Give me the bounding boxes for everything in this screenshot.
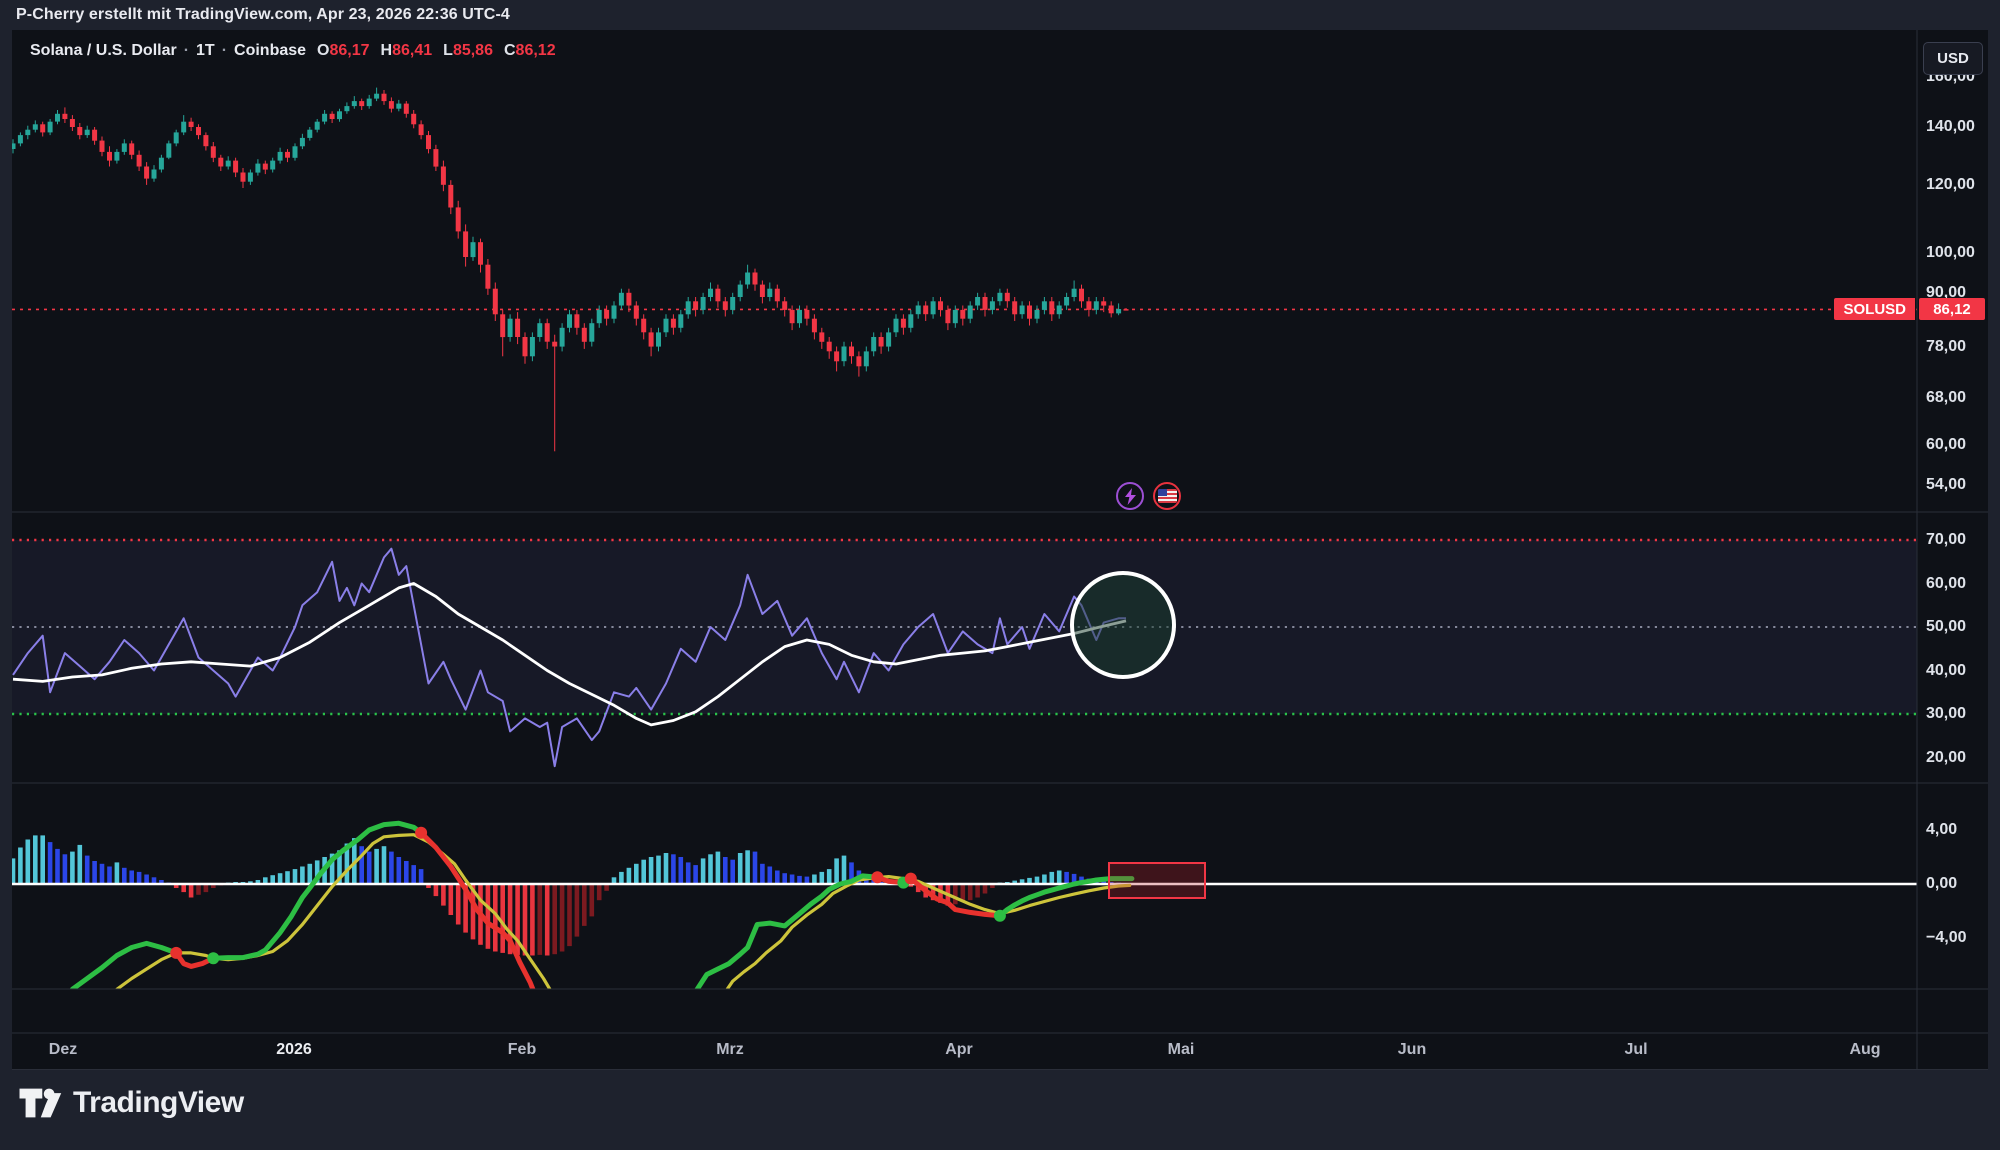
event-lightning-icon[interactable]: [1116, 482, 1144, 510]
price-axis-label: 54,00: [1926, 475, 1967, 493]
price-axis-label: 60,00: [1926, 435, 1967, 453]
price-axis-label: 78,00: [1926, 337, 1967, 355]
time-axis[interactable]: Dez 2026 Feb Mrz Apr Mai Jun Jul Aug: [12, 1033, 1917, 1069]
time-axis-month-label: Mai: [1167, 1041, 1195, 1058]
time-axis-month-label: Feb: [507, 1041, 537, 1058]
rsi-axis-label: 50,00: [1926, 618, 1967, 635]
chart-canvas[interactable]: [12, 30, 1988, 1069]
symbol-price-tag: SOLUSD: [1834, 298, 1915, 320]
annotation-circle[interactable]: [1070, 571, 1176, 679]
legend-separator: ·: [221, 42, 228, 59]
event-us-flag-icon[interactable]: [1153, 482, 1181, 510]
macd-axis-label: 4,00: [1926, 821, 1958, 838]
rsi-axis-label: 70,00: [1926, 531, 1967, 548]
ohlc-close: C86,12: [503, 42, 556, 59]
price-axis-label: 100,00: [1926, 244, 1975, 262]
time-axis-month-label: Dez: [48, 1041, 78, 1058]
ohlc-high: H86,41: [380, 42, 433, 59]
price-axis-label: 120,00: [1926, 175, 1975, 193]
rsi-axis-label: 40,00: [1926, 661, 1967, 679]
annotation-rectangle[interactable]: [1108, 862, 1206, 899]
currency-toggle-button[interactable]: USD: [1923, 42, 1983, 75]
rsi-axis-label: 60,00: [1926, 574, 1967, 592]
legend-separator: ·: [183, 42, 190, 59]
tradingview-logo-icon: [19, 1088, 62, 1118]
tradingview-logo[interactable]: TradingView: [18, 1086, 244, 1120]
symbol-title[interactable]: Solana / U.S. Dollar: [30, 42, 177, 59]
interval-label[interactable]: 1T: [196, 42, 215, 59]
exchange-label[interactable]: Coinbase: [234, 42, 307, 59]
time-axis-year-label: 2026: [276, 1041, 312, 1058]
chart-widget[interactable]: Solana / U.S. Dollar · 1T · Coinbase O86…: [12, 30, 1988, 1070]
attribution-text: P-Cherry erstellt mit TradingView.com, A…: [16, 6, 510, 23]
time-axis-month-label: Jun: [1397, 1041, 1427, 1058]
macd-axis-label: −4,00: [1926, 929, 1967, 946]
us-flag: [1157, 489, 1177, 503]
time-axis-month-label: Jul: [1624, 1041, 1648, 1058]
price-axis[interactable]: 160,00 140,00 120,00 100,00 90,00 78,00 68,00 6…: [1917, 30, 1988, 1069]
price-axis-label: 68,00: [1926, 389, 1967, 407]
last-price-tag: 86,12: [1919, 298, 1985, 320]
rsi-axis-label: 20,00: [1926, 748, 1967, 766]
macd-axis-label: 0,00: [1926, 875, 1958, 892]
tradingview-logo-text: TradingView: [73, 1086, 244, 1119]
time-axis-month-label: Apr: [945, 1041, 973, 1058]
time-axis-month-label: Aug: [1849, 1041, 1881, 1058]
ohlc-open: O86,17: [317, 42, 370, 59]
rsi-axis-label: 30,00: [1926, 705, 1967, 722]
price-axis-label: 140,00: [1926, 118, 1975, 135]
attribution-bar: P-Cherry erstellt mit TradingView.com, A…: [0, 0, 2000, 30]
ohlc-low: L85,86: [443, 42, 493, 59]
time-axis-month-label: Mrz: [716, 1041, 744, 1058]
price-axis-label: 90,00: [1926, 283, 1967, 301]
symbol-legend[interactable]: Solana / U.S. Dollar · 1T · Coinbase O86…: [30, 42, 556, 60]
